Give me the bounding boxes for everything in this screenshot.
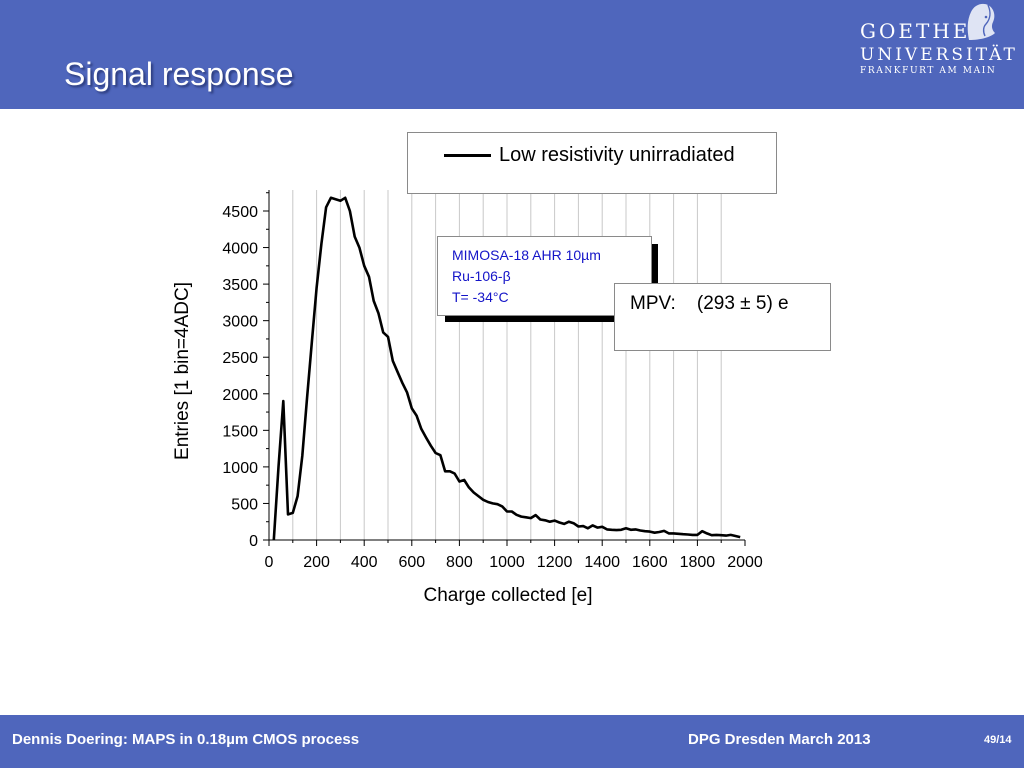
detector-info-box: MIMOSA-18 AHR 10µm Ru-106-β T= -34°C [437,236,652,316]
x-tick-label-1200: 1200 [537,554,573,571]
footer-author: Dennis Doering: MAPS in 0.18µm CMOS proc… [12,731,360,748]
y-tick-label-2500: 2500 [222,350,258,367]
x-tick-label-600: 600 [398,554,425,571]
x-tick-label-1400: 1400 [584,554,620,571]
x-tick-label-0: 0 [265,554,274,571]
x-tick-label-400: 400 [351,554,378,571]
slide-header: Signal response GOETHE UNIVERSITÄT FRANK… [0,0,1024,109]
logo-line-2: UNIVERSITÄT [860,45,1018,65]
axis-ticks: 0 200 400 600 800 1000 1200 1400 1600 1800 2000 0 50… [222,192,763,571]
y-tick-label-3500: 3500 [222,277,258,294]
x-tick-label-800: 800 [446,554,473,571]
signal-response-chart: 0 200 400 600 800 1000 1200 1400 1600 1800 2000 0 50… [172,190,763,606]
chart-legend: Low resistivity unirradiated [407,132,777,194]
y-tick-label-1000: 1000 [222,460,258,477]
y-tick-label-2000: 2000 [222,387,258,404]
y-tick-label-4500: 4500 [222,204,258,221]
x-tick-label-1600: 1600 [632,554,668,571]
mpv-value: (293 ± 5) e [696,293,789,314]
y-tick-label-500: 500 [231,496,258,513]
y-tick-label-3000: 3000 [222,314,258,331]
series-line-low-resistivity [272,196,741,541]
legend-label: Low resistivity unirradiated [499,144,735,166]
y-axis-title: Entries [1 bin=4ADC] [172,282,193,460]
x-axis-title: Charge collected [e] [424,585,593,606]
university-logo: GOETHE UNIVERSITÄT FRANKFURT AM MAIN [855,0,1015,90]
info-detector: MIMOSA-18 AHR 10µm [452,247,601,263]
slide-footer: Dennis Doering: MAPS in 0.18µm CMOS proc… [0,715,1024,768]
x-tick-label-200: 200 [303,554,330,571]
slide-title: Signal response [64,56,294,92]
footer-page-number: 49/14 [984,734,1012,746]
mpv-box: MPV: (293 ± 5) e [614,283,831,351]
mpv-label: MPV: [630,293,676,314]
info-source: Ru-106-β [452,268,511,284]
y-tick-label-1500: 1500 [222,423,258,440]
logo-line-3: FRANKFURT AM MAIN [860,66,997,76]
footer-conference: DPG Dresden March 2013 [688,731,871,748]
x-tick-label-1800: 1800 [680,554,716,571]
x-tick-label-2000: 2000 [727,554,763,571]
x-tick-label-1000: 1000 [489,554,525,571]
legend-line-swatch [444,154,491,157]
y-tick-label-4000: 4000 [222,241,258,258]
logo-line-1: GOETHE [860,19,971,43]
goethe-portrait-icon [967,3,995,41]
y-tick-label-0: 0 [249,533,258,550]
mpv-text: MPV: (293 ± 5) e [630,293,789,315]
info-temperature: T= -34°C [452,289,509,305]
